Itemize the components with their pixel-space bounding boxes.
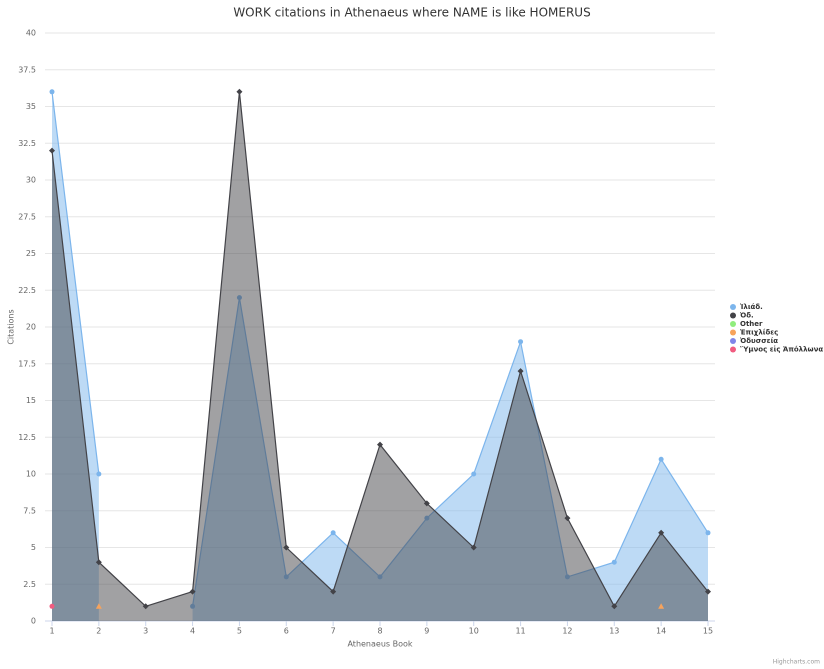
marker [423,500,430,507]
marker [471,471,477,477]
marker [236,88,243,95]
y-tick-label: 27.5 [18,212,36,221]
y-tick-label: 20 [26,323,36,332]
marker [517,368,524,375]
marker [470,544,477,551]
area [52,91,708,622]
legend-symbol [730,312,736,319]
legend-label: Ὕμνος εἰς Ἀπόλλωνα [740,346,823,354]
x-tick-label: 6 [284,627,289,636]
y-tick-label: 12.5 [18,433,36,442]
y-tick-label: 32.5 [18,139,36,148]
legend-label: Other [740,320,763,328]
x-tick-label: 3 [143,627,148,636]
x-tick-label: 4 [190,627,195,636]
y-tick-label: 22.5 [18,286,36,295]
y-tick-label: 10 [26,470,36,479]
y-axis-title: Citations [7,309,16,344]
x-tick-label: 5 [237,627,242,636]
x-tick-label: 9 [424,627,429,636]
marker [96,471,102,477]
x-tick-label: 1 [49,627,54,636]
x-tick-label: 13 [609,627,619,636]
legend-label: Ἰλιάδ. [740,303,763,311]
y-tick-label: 0 [31,617,36,626]
y-tick-label: 5 [31,543,36,552]
legend-label: Ὀδ. [740,312,754,320]
x-tick-label: 14 [656,627,666,636]
y-tick-label: 7.5 [23,506,36,515]
marker [377,441,383,448]
marker [564,515,571,522]
marker [658,603,665,609]
marker [611,603,618,610]
y-tick-label: 15 [26,396,36,405]
x-tick-label: 2 [96,627,101,636]
y-tick-label: 17.5 [18,359,36,368]
y-tick-label: 40 [26,29,36,38]
marker [283,544,290,551]
marker [658,456,664,462]
x-tick-label: 10 [469,627,479,636]
marker [189,588,196,595]
marker [95,603,102,609]
chart-title: WORK citations in Athenaeus where NAME i… [233,6,590,20]
marker [49,89,55,95]
x-tick-label: 7 [331,627,336,636]
x-tick-label: 8 [377,627,382,636]
legend-label: Ὀδυσσεία [740,337,778,345]
x-tick-label: 15 [703,627,713,636]
marker [142,603,149,610]
marker [518,339,524,345]
marker [330,530,336,536]
y-tick-label: 37.5 [18,65,36,74]
x-tick-label: 12 [562,627,572,636]
legend-symbol [730,338,736,344]
marker [705,530,711,536]
marker [49,603,55,609]
marker [95,559,102,566]
legend-symbol [730,304,736,310]
legend-symbol [730,346,736,353]
x-axis-title: Athenaeus Book [347,640,412,649]
y-tick-label: 25 [26,249,36,258]
y-tick-label: 35 [26,102,36,111]
marker [705,588,711,595]
marker [658,529,665,536]
marker [330,588,337,595]
legend-symbol [730,321,736,327]
legend-label: Ἐπιχλίδες [740,329,778,337]
marker [49,147,55,154]
x-tick-label: 11 [515,627,525,636]
credit: Highcharts.com [773,659,820,666]
marker [611,559,617,565]
y-tick-label: 30 [26,176,36,185]
legend-symbol [730,329,736,336]
y-tick-label: 2.5 [23,580,36,589]
